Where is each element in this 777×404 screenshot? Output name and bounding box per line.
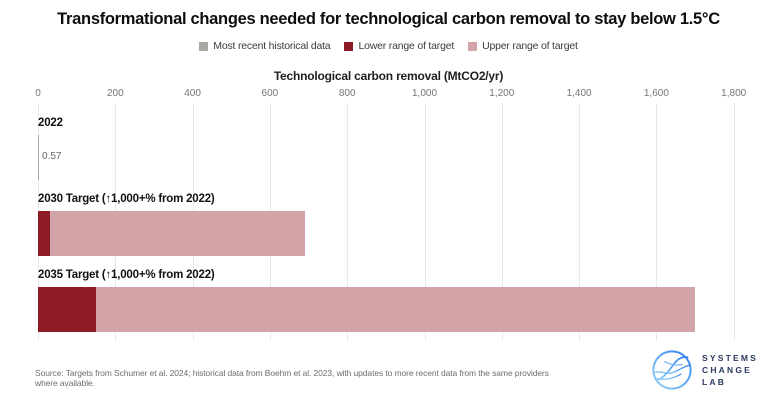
bar-lower-range-2030[interactable] xyxy=(38,211,50,256)
x-tick-label: 1,200 xyxy=(489,88,515,99)
gridline xyxy=(579,103,581,341)
x-tick-label: 1,600 xyxy=(643,88,669,99)
legend: Most recent historical data Lower range … xyxy=(0,40,777,52)
bar-upper-range-2035[interactable] xyxy=(38,287,696,332)
bar-lower-range-2035[interactable] xyxy=(38,287,96,332)
x-tick-label: 1,000 xyxy=(411,88,438,99)
legend-label: Upper range of target xyxy=(482,40,578,52)
legend-item-upper-range: Upper range of target xyxy=(468,40,578,52)
x-tick-label: 600 xyxy=(261,88,279,99)
systems-change-lab-logo[interactable]: SYSTEMS CHANGE LAB xyxy=(651,349,758,391)
x-tick-label: 1,400 xyxy=(566,88,592,99)
x-tick-label: 0 xyxy=(35,88,41,99)
row-label-2030-target: 2030 Target (↑1,000+% from 2022) xyxy=(38,193,215,205)
x-tick-label: 400 xyxy=(184,88,201,99)
gridline xyxy=(347,103,349,341)
legend-swatch-lower-range-icon xyxy=(344,41,354,51)
source-note: Source: Targets from Schumer et al. 2024… xyxy=(35,368,549,388)
x-axis-title: Technological carbon removal (MtCO2/yr) xyxy=(273,69,504,83)
legend-label: Most recent historical data xyxy=(213,40,331,52)
legend-swatch-upper-range-icon xyxy=(468,41,478,51)
legend-label: Lower range of target xyxy=(358,40,455,52)
x-tick-label: 1,800 xyxy=(721,88,747,99)
bar-upper-range-2030[interactable] xyxy=(38,211,305,256)
row-label-2022: 2022 xyxy=(38,117,63,129)
legend-swatch-historical-icon xyxy=(199,41,209,51)
legend-item-historical: Most recent historical data xyxy=(199,40,331,52)
row-label-2035-target: 2035 Target (↑1,000+% from 2022) xyxy=(38,269,215,281)
x-tick-label: 200 xyxy=(106,88,124,99)
chart-title: Transformational changes needed for tech… xyxy=(57,10,720,28)
gridline xyxy=(424,103,426,341)
plot-area: 0 200 400 600 800 1,000 1,200 1,400 1,600 1,800 2… xyxy=(35,88,746,341)
systems-change-lab-logo-icon xyxy=(652,350,692,390)
gridline xyxy=(656,103,658,341)
gridline xyxy=(501,103,503,341)
x-tick-label: 800 xyxy=(338,88,356,99)
legend-item-lower-range: Lower range of target xyxy=(344,40,454,52)
historical-value-label: 0.57 xyxy=(42,151,62,162)
gridline xyxy=(733,103,735,341)
systems-change-lab-logo-text: SYSTEMS CHANGE LAB xyxy=(702,352,759,388)
